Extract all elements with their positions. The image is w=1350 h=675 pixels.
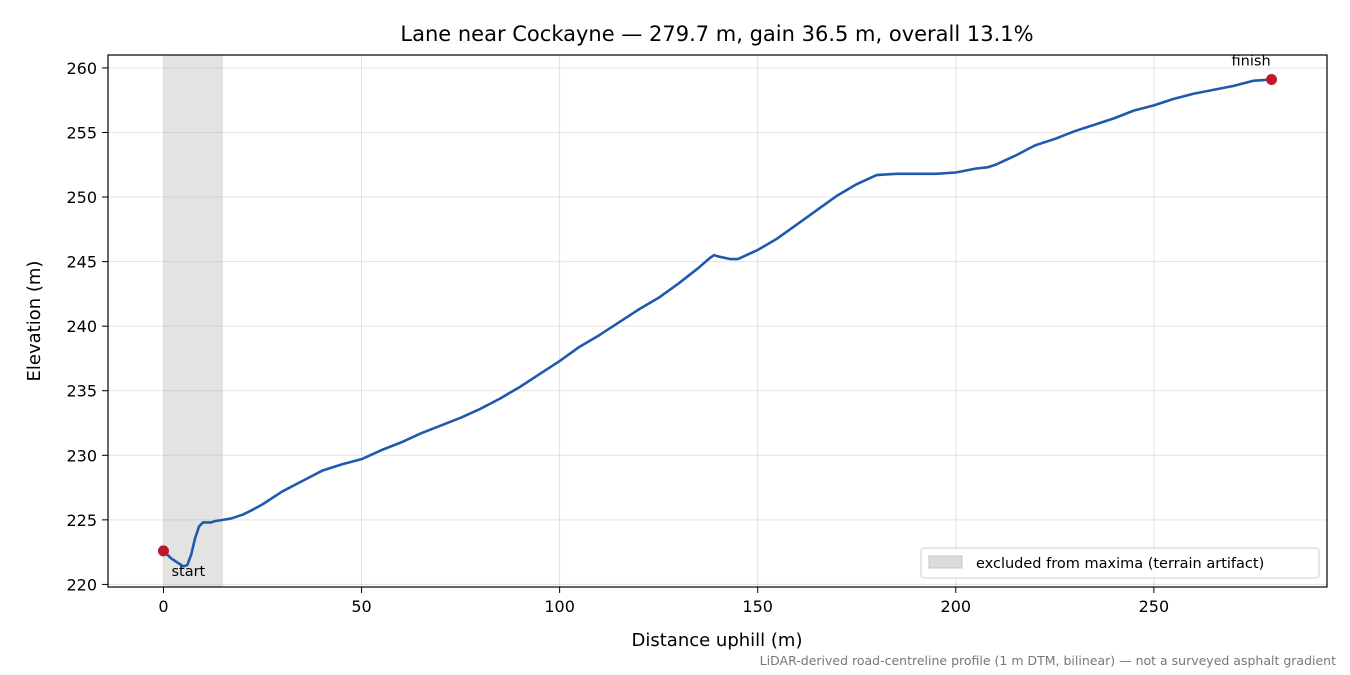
grid: [108, 55, 1327, 587]
plot-frame: [107, 54, 1328, 588]
excluded-band: [163, 55, 223, 587]
legend-label: excluded from maxima (terrain artifact): [976, 556, 1264, 572]
y-tick-label: 245: [66, 253, 97, 272]
y-tick-label: 235: [66, 382, 97, 401]
legend: excluded from maxima (terrain artifact): [920, 547, 1320, 579]
x-tick-label: 0: [158, 597, 168, 616]
elevation-line: [162, 78, 1273, 568]
y-tick-label: 260: [66, 59, 97, 78]
legend-box: [920, 547, 1320, 579]
legend-swatch: [928, 555, 963, 569]
x-axis-label: Distance uphill (m): [632, 630, 803, 651]
x-tick-label: 200: [941, 597, 972, 616]
finish-marker: [1266, 74, 1278, 86]
y-tick-label: 240: [66, 317, 97, 336]
x-tick-label: 50: [351, 597, 371, 616]
x-tick-label: 150: [742, 597, 773, 616]
start-marker: [157, 545, 169, 557]
x-tick-label: 100: [544, 597, 575, 616]
footnote: LiDAR-derived road-centreline profile (1…: [760, 653, 1336, 668]
x-tick-label: 250: [1139, 597, 1170, 616]
y-tick-label: 230: [66, 446, 97, 465]
y-axis-label: Elevation (m): [24, 261, 45, 382]
y-tick-label: 225: [66, 511, 97, 530]
start-annotation: start: [171, 564, 205, 580]
finish-annotation: finish: [1232, 54, 1271, 70]
y-tick-label: 255: [66, 123, 97, 142]
y-tick-label: 220: [66, 575, 97, 594]
y-tick-label: 250: [66, 188, 97, 207]
chart-title: Lane near Cockayne — 279.7 m, gain 36.5 …: [400, 22, 1033, 46]
